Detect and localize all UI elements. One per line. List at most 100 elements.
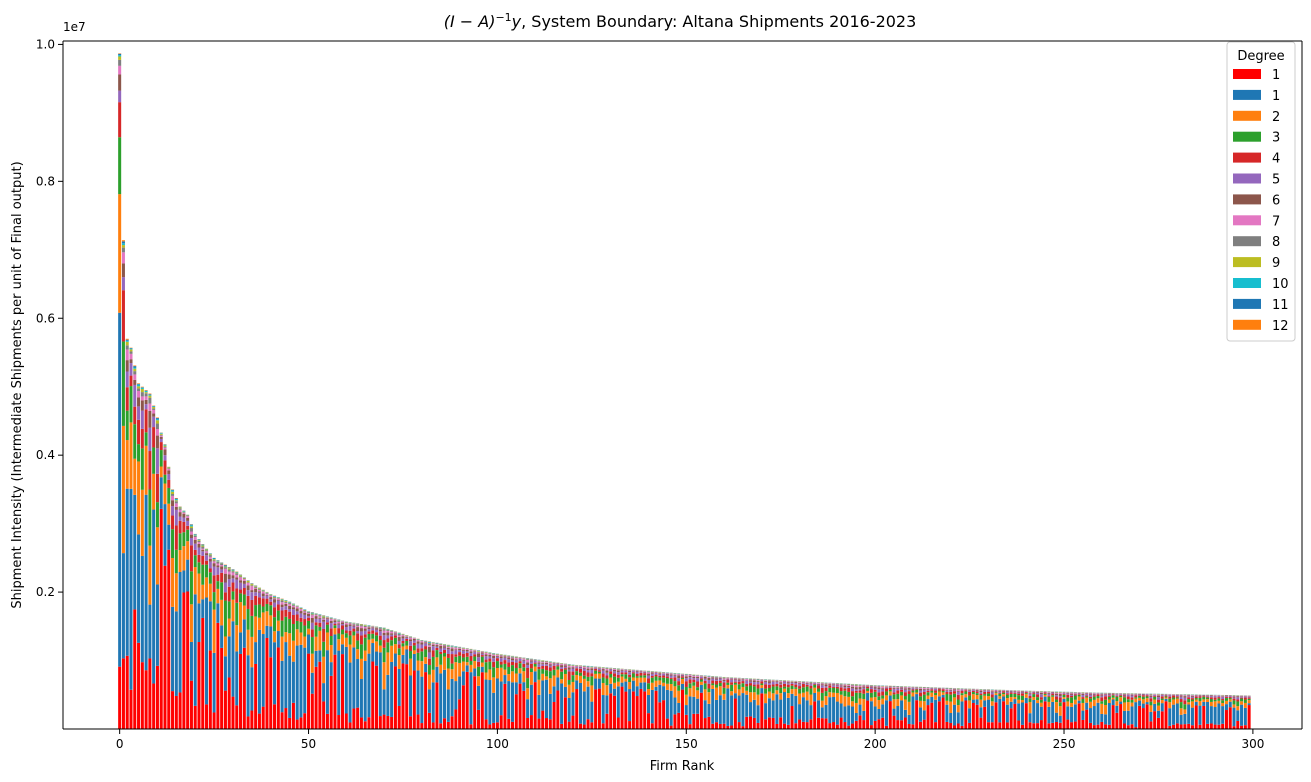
bar-segment-degree-2 <box>1092 699 1096 707</box>
bar-segment-degree-9 <box>273 596 277 598</box>
bar-segment-degree-6 <box>1122 694 1126 696</box>
bar-segment-degree-10 <box>125 340 129 342</box>
bar-segment-degree-1 <box>601 695 605 724</box>
bar-segment-degree-3 <box>171 529 175 558</box>
bar-segment-degree-4 <box>994 691 998 693</box>
bar-segment-degree-3 <box>159 450 163 467</box>
bar-segment-degree-5 <box>148 427 152 452</box>
bar-segment-degree-1 <box>688 696 692 725</box>
bar-segment-degree-1 <box>922 719 926 729</box>
bar-segment-degree-8 <box>450 646 454 648</box>
firm-bar-stack <box>560 663 564 729</box>
bar-segment-degree-8 <box>529 659 533 660</box>
bar-segment-degree-7 <box>1104 693 1108 695</box>
bar-segment-degree-2 <box>1051 696 1055 702</box>
firm-bar-stack <box>662 672 666 729</box>
bar-segment-degree-1 <box>443 718 447 729</box>
bar-segment-degree-7 <box>189 531 193 535</box>
bar-segment-degree-2 <box>397 655 401 669</box>
bar-segment-degree-2 <box>227 618 231 637</box>
bar-segment-degree-1 <box>1153 703 1157 712</box>
bar-segment-degree-7 <box>129 353 133 360</box>
bar-segment-degree-6 <box>854 687 858 690</box>
bar-segment-degree-1 <box>1228 707 1232 729</box>
bar-segment-degree-1 <box>1066 706 1070 720</box>
bar-segment-degree-8 <box>692 675 696 676</box>
bar-segment-degree-2 <box>1145 698 1149 703</box>
bar-segment-degree-2 <box>714 687 719 700</box>
bar-segment-degree-2 <box>477 676 481 686</box>
bar-segment-degree-1 <box>1020 702 1024 725</box>
bar-segment-degree-9 <box>208 554 212 556</box>
firm-bar-stack <box>907 686 911 729</box>
firm-bar-stack <box>1198 694 1202 729</box>
bar-segment-degree-3 <box>824 691 828 697</box>
bar-segment-degree-3 <box>307 620 311 629</box>
bar-segment-degree-1 <box>805 700 809 723</box>
firm-bar-stack <box>137 383 141 729</box>
bar-segment-degree-7 <box>1073 692 1077 694</box>
bar-segment-degree-2 <box>1217 700 1221 704</box>
bar-segment-degree-1 <box>1187 723 1191 729</box>
bar-segment-degree-6 <box>767 681 771 683</box>
bar-segment-degree-3 <box>276 610 280 621</box>
bar-segment-degree-6 <box>873 687 877 689</box>
bar-segment-degree-6 <box>367 627 371 630</box>
bar-segment-degree-12 <box>137 383 141 384</box>
bar-segment-degree-6 <box>208 558 212 562</box>
bar-segment-degree-7 <box>847 684 851 686</box>
bar-segment-degree-1 <box>635 696 639 729</box>
bar-segment-degree-5 <box>246 590 250 596</box>
bar-segment-degree-3 <box>798 688 802 694</box>
bar-segment-degree-8 <box>167 468 171 469</box>
bar-segment-degree-6 <box>420 642 424 645</box>
bar-segment-degree-4 <box>341 625 345 630</box>
bar-segment-degree-2 <box>964 694 968 698</box>
bar-segment-degree-7 <box>839 684 843 686</box>
bar-segment-degree-6 <box>288 605 292 610</box>
bar-segment-degree-1 <box>254 642 258 664</box>
bar-segment-degree-4 <box>722 682 726 688</box>
bar-segment-degree-9 <box>359 624 363 626</box>
bar-segment-degree-5 <box>1138 694 1142 696</box>
bar-segment-degree-2 <box>1221 702 1225 707</box>
bar-segment-degree-1 <box>409 716 413 729</box>
bar-segment-degree-3 <box>937 690 941 692</box>
bar-segment-degree-1 <box>1217 703 1221 725</box>
bar-segment-degree-6 <box>1017 691 1021 693</box>
bar-segment-degree-3 <box>718 682 722 687</box>
bar-segment-degree-4 <box>367 631 371 634</box>
bar-segment-degree-7 <box>310 615 314 618</box>
bar-segment-degree-3 <box>1058 702 1062 707</box>
bar-segment-degree-1 <box>696 713 700 729</box>
bar-segment-degree-1 <box>737 695 741 723</box>
bar-segment-degree-2 <box>405 645 409 650</box>
bar-segment-degree-1 <box>1198 724 1202 729</box>
bar-segment-degree-5 <box>189 538 193 546</box>
bar-segment-degree-9 <box>431 642 435 644</box>
firm-bar-stack <box>699 675 703 729</box>
bar-segment-degree-6 <box>937 688 941 689</box>
bar-segment-degree-4 <box>1096 694 1100 697</box>
bar-segment-degree-4 <box>658 675 662 678</box>
bar-segment-degree-1 <box>518 673 522 684</box>
bar-segment-degree-8 <box>854 685 858 686</box>
bar-segment-degree-7 <box>390 631 394 634</box>
bar-segment-degree-5 <box>673 675 677 678</box>
bar-segment-degree-6 <box>469 651 473 653</box>
bar-segment-degree-1 <box>522 690 526 729</box>
bar-segment-degree-1 <box>322 701 326 729</box>
firm-bar-stack <box>356 623 360 729</box>
bar-segment-degree-3 <box>968 695 972 701</box>
bar-segment-degree-5 <box>767 682 771 685</box>
bar-segment-degree-1 <box>276 631 280 648</box>
bar-segment-degree-9 <box>537 660 541 661</box>
bar-segment-degree-4 <box>337 628 341 634</box>
bar-segment-degree-3 <box>522 667 526 672</box>
bar-segment-degree-1 <box>896 720 900 729</box>
firm-bar-stack <box>261 589 265 729</box>
bar-segment-degree-8 <box>873 685 877 687</box>
bar-segment-degree-6 <box>148 410 152 428</box>
bar-segment-degree-2 <box>1160 700 1164 704</box>
bar-segment-degree-3 <box>737 684 741 690</box>
